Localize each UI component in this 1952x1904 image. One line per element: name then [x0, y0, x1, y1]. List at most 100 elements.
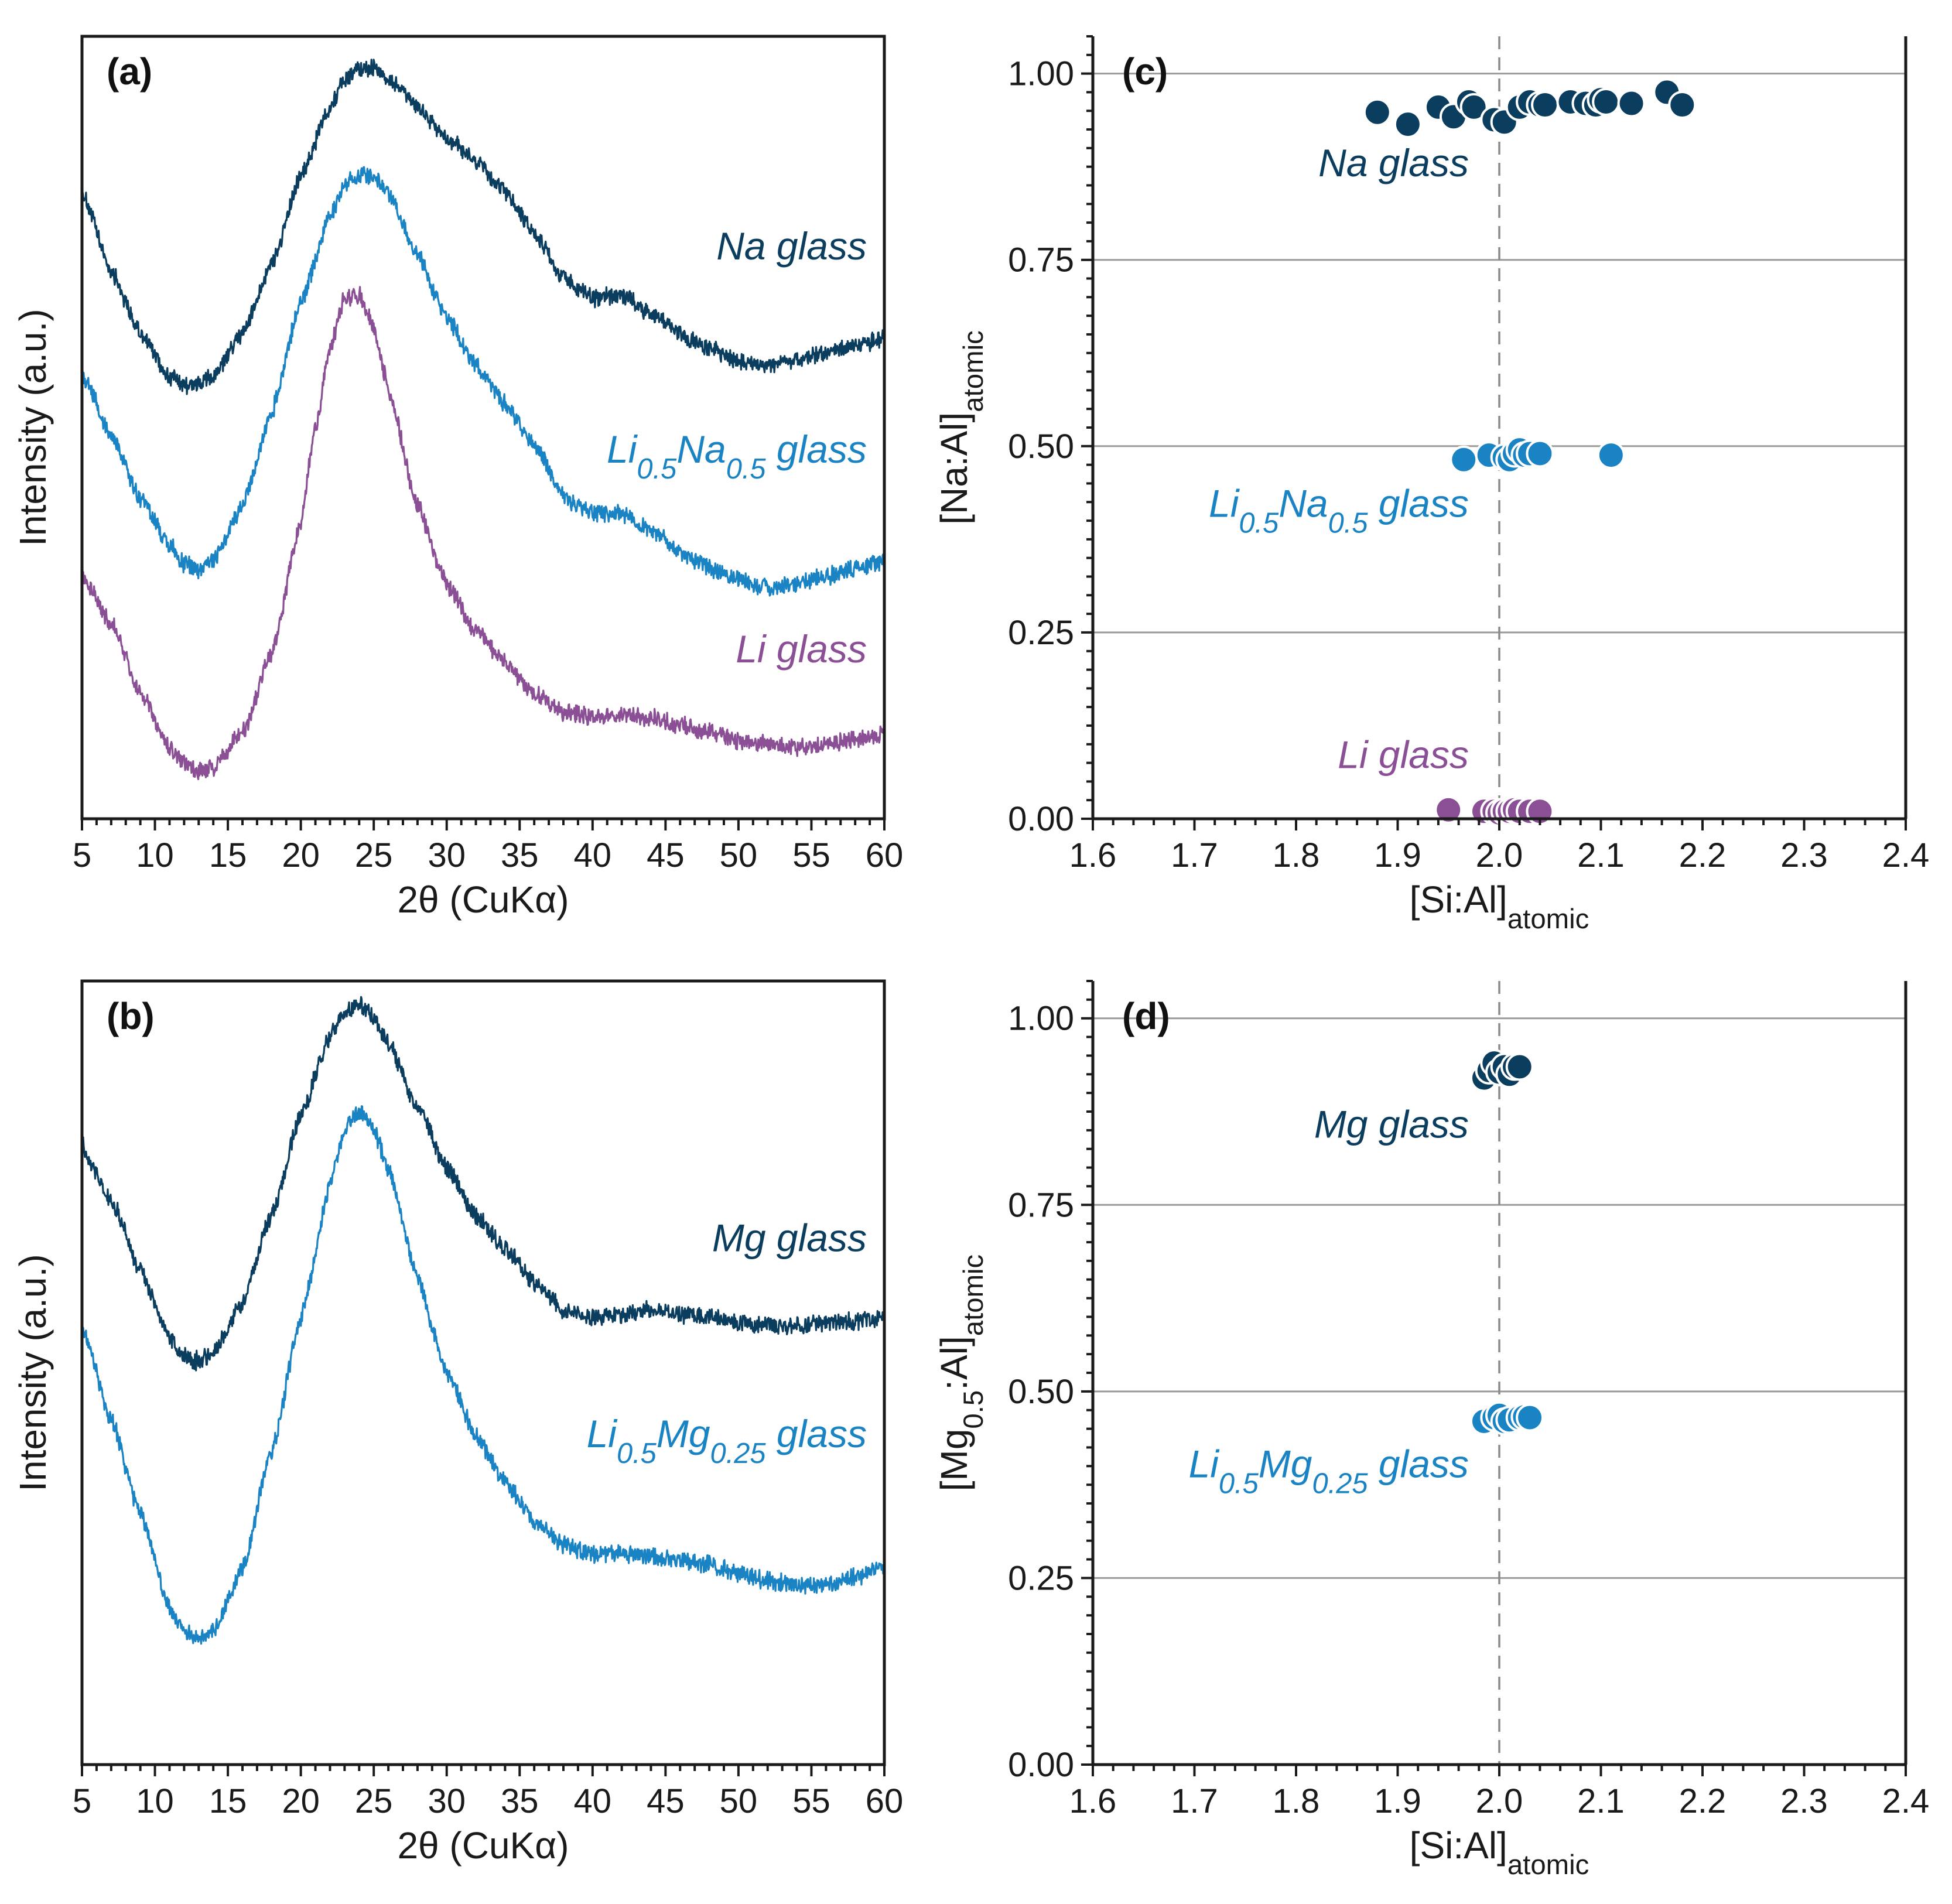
series-li0-5mg0-25-glass — [1469, 1401, 1544, 1435]
x-axis-title: 2θ (CuKα) — [397, 878, 569, 921]
x-tick-label: 50 — [720, 1782, 758, 1820]
panel-letter: (a) — [107, 50, 152, 93]
x-tick-label: 15 — [209, 836, 247, 874]
x-tick-label: 55 — [792, 836, 830, 874]
x-tick-label: 2.2 — [1679, 836, 1727, 874]
x-tick-label: 45 — [647, 1782, 685, 1820]
panel-c-na-al-scatter: Na glass Li0.5Na0.5 glass Li glass 1.6 1.7 1.… — [933, 35, 1930, 935]
data-point — [1459, 93, 1488, 121]
x-tick-label: 20 — [282, 836, 320, 874]
series-label-li0-5mg0-25-glass: Li0.5Mg0.25 glass — [587, 1412, 867, 1469]
series-line-na-glass — [81, 59, 886, 395]
data-point — [1617, 89, 1646, 118]
x-tick-label: 1.9 — [1374, 1782, 1421, 1820]
x-tick-label: 2.3 — [1780, 836, 1828, 874]
data-point — [1531, 91, 1560, 119]
series-line-li0-5mg0-25-glass — [81, 1105, 886, 1645]
series-li-glass — [1434, 795, 1554, 827]
x-tick-label: 25 — [355, 836, 393, 874]
data-point — [1450, 445, 1478, 474]
x-tick-label: 2.3 — [1780, 1782, 1828, 1820]
x-tick-label: 15 — [209, 1782, 247, 1820]
x-tick-label: 1.7 — [1171, 1782, 1218, 1820]
series-li0-5na0-5-glass — [1450, 436, 1625, 474]
y-axis-title: [Na:Al]atomic — [933, 330, 989, 525]
x-tick-label: 2.0 — [1476, 1782, 1523, 1820]
data-point — [1505, 1052, 1534, 1081]
x-tick-label: 50 — [720, 836, 758, 874]
data-point — [1434, 795, 1463, 824]
y-tick-label: 1.00 — [1008, 55, 1074, 93]
x-tick-label: 40 — [574, 1782, 612, 1820]
x-tick-label: 40 — [574, 836, 612, 874]
x-tick-label: 10 — [136, 1782, 174, 1820]
plot-frame — [80, 979, 886, 1766]
y-tick-label: 0.00 — [1008, 800, 1074, 838]
panel-letter: (d) — [1122, 995, 1170, 1037]
plot-frame — [80, 35, 886, 821]
data-point — [1516, 1403, 1544, 1432]
series-label-na-glass: Na glass — [1318, 141, 1469, 184]
y-tick-label: 0.00 — [1008, 1746, 1074, 1784]
y-tick-label: 0.50 — [1008, 1373, 1074, 1411]
series-label-li0-5mg0-25-glass: Li0.5Mg0.25 glass — [1189, 1442, 1469, 1499]
x-tick-label: 35 — [501, 836, 539, 874]
data-point — [1597, 441, 1625, 470]
x-tick-label: 1.6 — [1069, 836, 1117, 874]
series-label-mg-glass: Mg glass — [1314, 1103, 1469, 1146]
x-tick-label: 45 — [647, 836, 685, 874]
y-axis-title: [Mg0.5:Al]atomic — [933, 1254, 989, 1492]
panel-letter: (b) — [107, 995, 155, 1037]
y-tick-label: 0.25 — [1008, 1559, 1074, 1597]
x-tick-label: 1.7 — [1171, 836, 1218, 874]
series-na-glass — [1363, 78, 1697, 139]
x-tick-label: 5 — [73, 836, 91, 874]
x-tick-label: 20 — [282, 1782, 320, 1820]
x-tick-label: 60 — [866, 1782, 904, 1820]
series-label-mg-glass: Mg glass — [712, 1216, 867, 1260]
series-line-li0-5na0-5-glass — [81, 166, 885, 597]
y-tick-label: 0.50 — [1008, 428, 1074, 466]
x-tick-label: 1.6 — [1069, 1782, 1117, 1820]
data-point — [1363, 98, 1392, 127]
x-axis-title: 2θ (CuKα) — [397, 1824, 569, 1867]
x-axis-title: [Si:Al]atomic — [1410, 878, 1589, 935]
x-tick-label: 1.8 — [1273, 836, 1320, 874]
y-tick-label: 1.00 — [1008, 1000, 1074, 1038]
x-tick-label: 55 — [792, 1782, 830, 1820]
data-point — [1592, 87, 1621, 116]
x-tick-label: 35 — [501, 1782, 539, 1820]
panel-b-xrd-chart: Mg glass Li0.5Mg0.25 glass 5 10 15 20 25 30 35 40… — [12, 979, 904, 1867]
y-tick-label: 0.75 — [1008, 241, 1074, 279]
data-point — [1668, 91, 1697, 119]
series-line-mg-glass — [81, 996, 886, 1372]
x-tick-label: 2.1 — [1577, 1782, 1625, 1820]
x-axis-title: [Si:Al]atomic — [1410, 1824, 1589, 1881]
panel-letter: (c) — [1122, 50, 1168, 93]
x-tick-label: 1.9 — [1374, 836, 1421, 874]
x-tick-label: 2.2 — [1679, 1782, 1727, 1820]
x-tick-label: 2.4 — [1882, 1782, 1930, 1820]
x-tick-label: 2.4 — [1882, 836, 1930, 874]
y-axis-title: Intensity (a.u.) — [12, 309, 54, 546]
panel-d-mg-al-scatter: Mg glass Li0.5Mg0.25 glass 1.6 1.7 1.8 1.9 2.0… — [933, 980, 1930, 1881]
x-tick-label: 1.8 — [1273, 1782, 1320, 1820]
x-tick-label: 25 — [355, 1782, 393, 1820]
x-tick-label: 5 — [73, 1782, 91, 1820]
x-tick-label: 30 — [428, 1782, 466, 1820]
series-label-li0-5na0-5-glass: Li0.5Na0.5 glass — [1209, 482, 1469, 539]
x-tick-label: 10 — [136, 836, 174, 874]
x-tick-label: 30 — [428, 836, 466, 874]
series-label-na-glass: Na glass — [716, 224, 867, 268]
series-label-li-glass: Li glass — [1338, 733, 1469, 776]
data-point — [1393, 110, 1422, 139]
x-tick-label: 2.0 — [1476, 836, 1523, 874]
y-axis-title: Intensity (a.u.) — [12, 1254, 54, 1492]
series-mg-glass — [1469, 1049, 1534, 1092]
y-tick-label: 0.75 — [1008, 1186, 1074, 1224]
data-point — [1526, 439, 1554, 468]
panel-a-xrd-chart: Na glass Li0.5Na0.5 glass Li glass 5 10 15 20 2… — [12, 35, 904, 921]
x-tick-label: 60 — [866, 836, 904, 874]
x-tick-label: 2.1 — [1577, 836, 1625, 874]
